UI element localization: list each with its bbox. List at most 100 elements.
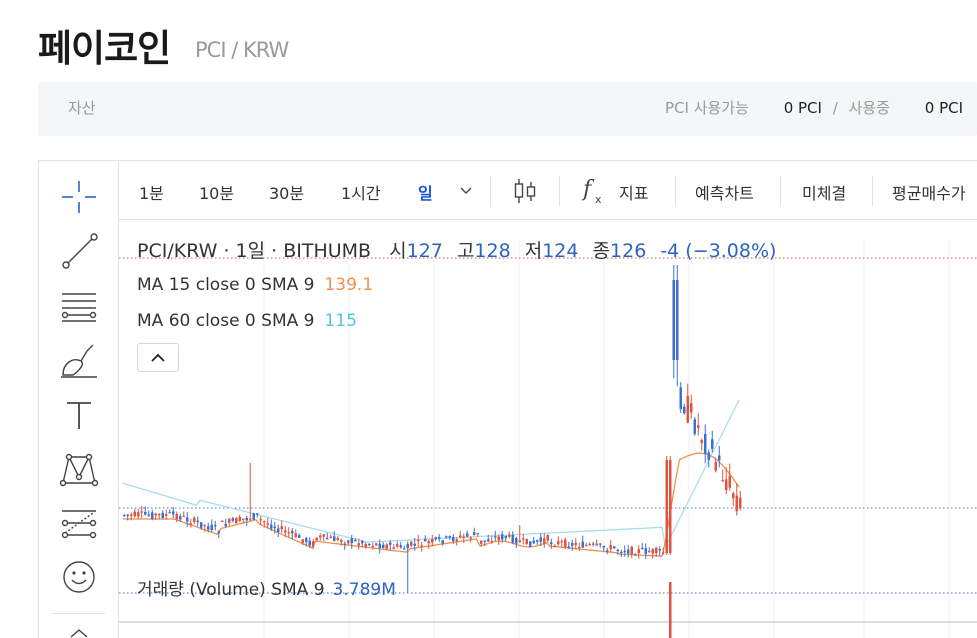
open-label: 시 [389, 240, 407, 262]
unfilled-orders-button[interactable]: 미체결 [802, 184, 847, 203]
indicator-button[interactable]: 지표 [619, 184, 649, 203]
interval-1m[interactable]: 1분 [139, 184, 164, 203]
candle-body [168, 512, 171, 514]
ma60-label: MA 60 close 0 SMA 9 [137, 311, 315, 331]
fib-icon[interactable] [59, 286, 99, 326]
candle-body [494, 536, 497, 538]
chevron-down-icon[interactable] [458, 182, 474, 202]
candle-body [294, 533, 297, 538]
candle-body [242, 518, 245, 520]
legend-collapse-button[interactable] [137, 343, 179, 372]
brush-icon[interactable] [59, 341, 99, 381]
candle-body [658, 548, 661, 551]
candle-body [389, 542, 392, 545]
emoji-icon[interactable] [59, 557, 99, 597]
candle-body [144, 511, 147, 515]
candle-body [182, 515, 185, 518]
price-chart[interactable]: PCI/KRW · 1일 · BITHUMB 시127 고128 저124 종1… [119, 220, 977, 638]
candle-body [420, 545, 423, 547]
candle-body [438, 537, 441, 539]
pattern-icon[interactable] [59, 449, 99, 489]
text-icon[interactable] [59, 395, 99, 435]
candle-body [616, 549, 619, 552]
candle-body [350, 538, 353, 544]
candle-body [504, 536, 507, 539]
open-value: 127 [406, 240, 443, 262]
toolbar-sep [872, 176, 873, 206]
candle-body [214, 525, 217, 527]
candle-body [725, 479, 728, 490]
candle-body [553, 545, 556, 547]
candle-body [564, 539, 567, 548]
interval-30m[interactable]: 30분 [269, 184, 305, 203]
candle-body [322, 534, 325, 537]
forecast-chart-button[interactable]: 예측차트 [695, 184, 754, 203]
candle-body [634, 554, 637, 556]
candle-body [431, 538, 434, 543]
candle-body [452, 537, 455, 542]
candle-body [252, 513, 255, 520]
candle-body [567, 546, 570, 548]
interval-1h[interactable]: 1시간 [341, 184, 381, 203]
change-value: -4 (−3.08%) [660, 240, 777, 262]
forecast-icon[interactable] [59, 503, 99, 543]
candle-body [123, 514, 126, 517]
avg-buy-price-button[interactable]: 평균매수가 [892, 184, 966, 203]
candle-body [329, 536, 332, 539]
asset-bar: 자산 PCI 사용가능 0 PCI / 사용중 0 PCI [38, 82, 977, 136]
toolbar-sep [559, 176, 560, 206]
candle-body [249, 518, 252, 520]
candle-body [487, 539, 490, 542]
trendline-icon[interactable] [59, 231, 99, 271]
interval-day[interactable]: 일 [418, 184, 433, 203]
candle-body [441, 540, 444, 544]
candle-body [368, 543, 371, 546]
candle-body [137, 512, 140, 517]
candle-body [592, 543, 595, 545]
candle-body [392, 547, 395, 549]
candle-body [711, 439, 714, 449]
candle-body [697, 425, 700, 429]
candle-body [266, 523, 269, 525]
chevron-up-icon[interactable] [59, 621, 99, 638]
candle-body [165, 514, 168, 516]
candle-body [690, 403, 693, 413]
candle-body [221, 520, 224, 522]
volume-label: 거래량 (Volume) SMA 9 [137, 580, 325, 600]
candle-body [235, 518, 238, 524]
candle-body [557, 541, 560, 545]
candle-type-icon[interactable] [511, 177, 539, 209]
candle-body [280, 526, 283, 530]
toolbar-sep [780, 176, 781, 206]
symbol-label: PCI/KRW · 1일 · BITHUMB [137, 240, 372, 262]
candle-body [298, 535, 301, 538]
candle-body [536, 540, 539, 542]
candle-body [609, 545, 612, 550]
candle-body [501, 534, 504, 540]
ma15-legend: MA 15 close 0 SMA 9 139.1 [137, 275, 373, 295]
chevron-up-icon [151, 353, 165, 362]
candle-body [305, 538, 308, 542]
candle-body [602, 545, 605, 548]
candle-body [238, 516, 241, 522]
chart-canvas[interactable] [119, 220, 977, 638]
candle-body [312, 541, 315, 547]
interval-10m[interactable]: 10분 [199, 184, 235, 203]
candle-body [606, 550, 609, 552]
candle-body [735, 495, 738, 512]
candle-body [511, 534, 514, 543]
close-label: 종 [592, 240, 611, 262]
candle-body [466, 533, 469, 537]
candle-body [623, 550, 626, 553]
crosshair-icon[interactable] [59, 177, 99, 217]
chart-legend: PCI/KRW · 1일 · BITHUMB 시127 고128 저124 종1… [137, 236, 776, 263]
candle-body [546, 535, 549, 541]
candle-body [147, 514, 150, 516]
candle-body [427, 541, 430, 544]
candle-body [560, 541, 563, 543]
candle-body [550, 542, 553, 545]
ma15-label: MA 15 close 0 SMA 9 [137, 275, 315, 295]
pair-label: PCI / KRW [195, 38, 289, 62]
candle-body [473, 532, 476, 536]
